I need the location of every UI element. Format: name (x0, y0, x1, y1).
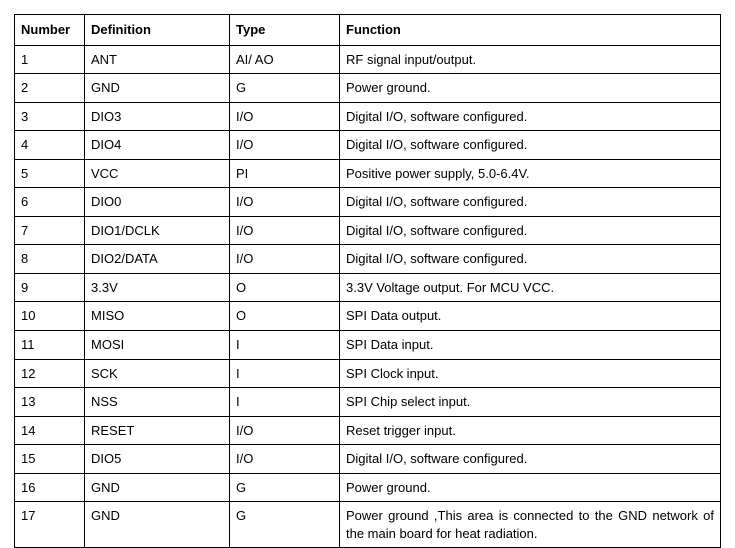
cell-definition: GND (85, 473, 230, 502)
cell-definition: DIO2/DATA (85, 245, 230, 274)
cell-function: Power ground ,This area is connected to … (340, 502, 721, 548)
table-row: 15DIO5I/ODigital I/O, software configure… (15, 445, 721, 474)
table-row: 93.3VO3.3V Voltage output. For MCU VCC. (15, 273, 721, 302)
cell-definition: RESET (85, 416, 230, 445)
cell-function: Digital I/O, software configured. (340, 188, 721, 217)
table-row: 12SCKISPI Clock input. (15, 359, 721, 388)
table-row: 1ANTAI/ AORF signal input/output. (15, 45, 721, 74)
cell-number: 15 (15, 445, 85, 474)
cell-type: I (230, 388, 340, 417)
cell-definition: VCC (85, 159, 230, 188)
cell-type: I (230, 331, 340, 360)
table-row: 6DIO0I/ODigital I/O, software configured… (15, 188, 721, 217)
cell-function: Digital I/O, software configured. (340, 102, 721, 131)
cell-type: I/O (230, 102, 340, 131)
cell-number: 10 (15, 302, 85, 331)
cell-number: 4 (15, 131, 85, 160)
cell-definition: MISO (85, 302, 230, 331)
table-row: 2GNDGPower ground. (15, 74, 721, 103)
cell-number: 1 (15, 45, 85, 74)
cell-number: 7 (15, 216, 85, 245)
table-row: 10MISOOSPI Data output. (15, 302, 721, 331)
cell-number: 3 (15, 102, 85, 131)
cell-definition: GND (85, 74, 230, 103)
cell-type: I/O (230, 216, 340, 245)
cell-type: I/O (230, 188, 340, 217)
cell-definition: GND (85, 502, 230, 548)
cell-number: 14 (15, 416, 85, 445)
cell-function: SPI Data output. (340, 302, 721, 331)
cell-type: G (230, 74, 340, 103)
cell-number: 6 (15, 188, 85, 217)
cell-function: Digital I/O, software configured. (340, 216, 721, 245)
cell-definition: DIO4 (85, 131, 230, 160)
cell-number: 12 (15, 359, 85, 388)
cell-number: 5 (15, 159, 85, 188)
cell-function: Positive power supply, 5.0-6.4V. (340, 159, 721, 188)
cell-definition: DIO3 (85, 102, 230, 131)
table-header-row: Number Definition Type Function (15, 15, 721, 46)
cell-function: 3.3V Voltage output. For MCU VCC. (340, 273, 721, 302)
cell-number: 2 (15, 74, 85, 103)
cell-definition: ANT (85, 45, 230, 74)
cell-definition: DIO5 (85, 445, 230, 474)
cell-definition: DIO0 (85, 188, 230, 217)
cell-definition: DIO1/DCLK (85, 216, 230, 245)
cell-function: Power ground. (340, 473, 721, 502)
cell-type: I/O (230, 445, 340, 474)
cell-definition: 3.3V (85, 273, 230, 302)
table-row: 11MOSIISPI Data input. (15, 331, 721, 360)
cell-number: 17 (15, 502, 85, 548)
cell-function: Power ground. (340, 74, 721, 103)
cell-type: AI/ AO (230, 45, 340, 74)
cell-type: PI (230, 159, 340, 188)
cell-function: Reset trigger input. (340, 416, 721, 445)
table-row: 5VCCPIPositive power supply, 5.0-6.4V. (15, 159, 721, 188)
col-header-function: Function (340, 15, 721, 46)
table-row: 14RESETI/OReset trigger input. (15, 416, 721, 445)
cell-function: SPI Data input. (340, 331, 721, 360)
cell-type: G (230, 502, 340, 548)
table-row: 8DIO2/DATAI/ODigital I/O, software confi… (15, 245, 721, 274)
pin-table: Number Definition Type Function 1ANTAI/ … (14, 14, 721, 548)
cell-type: I/O (230, 245, 340, 274)
cell-definition: NSS (85, 388, 230, 417)
table-row: 3DIO3I/ODigital I/O, software configured… (15, 102, 721, 131)
cell-number: 13 (15, 388, 85, 417)
cell-function: SPI Clock input. (340, 359, 721, 388)
cell-function: Digital I/O, software configured. (340, 445, 721, 474)
table-row: 17GNDGPower ground ,This area is connect… (15, 502, 721, 548)
table-row: 4DIO4I/ODigital I/O, software configured… (15, 131, 721, 160)
cell-function: Digital I/O, software configured. (340, 131, 721, 160)
cell-number: 8 (15, 245, 85, 274)
table-row: 13NSSISPI Chip select input. (15, 388, 721, 417)
cell-number: 11 (15, 331, 85, 360)
cell-number: 16 (15, 473, 85, 502)
cell-type: O (230, 273, 340, 302)
cell-function: RF signal input/output. (340, 45, 721, 74)
col-header-definition: Definition (85, 15, 230, 46)
cell-definition: MOSI (85, 331, 230, 360)
cell-type: O (230, 302, 340, 331)
cell-type: I/O (230, 131, 340, 160)
table-row: 16GNDGPower ground. (15, 473, 721, 502)
cell-type: I (230, 359, 340, 388)
cell-number: 9 (15, 273, 85, 302)
col-header-number: Number (15, 15, 85, 46)
cell-definition: SCK (85, 359, 230, 388)
cell-function: Digital I/O, software configured. (340, 245, 721, 274)
cell-function: SPI Chip select input. (340, 388, 721, 417)
cell-type: I/O (230, 416, 340, 445)
col-header-type: Type (230, 15, 340, 46)
cell-type: G (230, 473, 340, 502)
table-row: 7DIO1/DCLKI/ODigital I/O, software confi… (15, 216, 721, 245)
